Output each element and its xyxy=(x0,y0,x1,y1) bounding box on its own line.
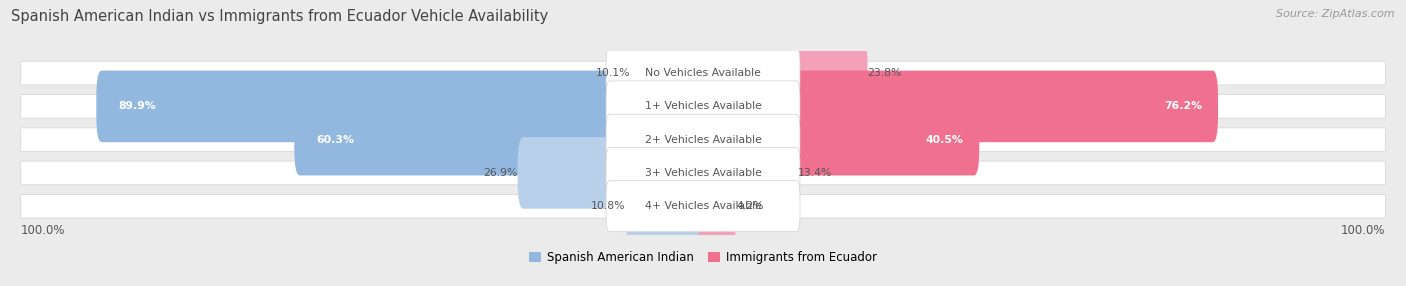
Text: 1+ Vehicles Available: 1+ Vehicles Available xyxy=(644,102,762,111)
Legend: Spanish American Indian, Immigrants from Ecuador: Spanish American Indian, Immigrants from… xyxy=(524,247,882,269)
Text: 2+ Vehicles Available: 2+ Vehicles Available xyxy=(644,135,762,145)
FancyBboxPatch shape xyxy=(97,71,709,142)
FancyBboxPatch shape xyxy=(697,170,737,242)
FancyBboxPatch shape xyxy=(606,48,800,99)
Text: 60.3%: 60.3% xyxy=(316,135,354,145)
Text: 23.8%: 23.8% xyxy=(868,68,901,78)
Text: Spanish American Indian vs Immigrants from Ecuador Vehicle Availability: Spanish American Indian vs Immigrants fr… xyxy=(11,9,548,23)
Text: 10.1%: 10.1% xyxy=(596,68,630,78)
FancyBboxPatch shape xyxy=(697,104,979,175)
Text: 13.4%: 13.4% xyxy=(799,168,832,178)
FancyBboxPatch shape xyxy=(697,37,868,109)
Text: 4.2%: 4.2% xyxy=(737,201,763,211)
Text: 89.9%: 89.9% xyxy=(118,102,156,111)
FancyBboxPatch shape xyxy=(21,95,1385,118)
FancyBboxPatch shape xyxy=(21,194,1385,218)
FancyBboxPatch shape xyxy=(697,71,1218,142)
Text: 3+ Vehicles Available: 3+ Vehicles Available xyxy=(644,168,762,178)
Text: No Vehicles Available: No Vehicles Available xyxy=(645,68,761,78)
Text: 4+ Vehicles Available: 4+ Vehicles Available xyxy=(644,201,762,211)
FancyBboxPatch shape xyxy=(626,170,709,242)
FancyBboxPatch shape xyxy=(21,61,1385,85)
Text: 26.9%: 26.9% xyxy=(484,168,517,178)
Text: 10.8%: 10.8% xyxy=(591,201,626,211)
FancyBboxPatch shape xyxy=(606,114,800,165)
Text: 76.2%: 76.2% xyxy=(1164,102,1202,111)
Text: 100.0%: 100.0% xyxy=(1341,224,1385,237)
FancyBboxPatch shape xyxy=(21,161,1385,185)
FancyBboxPatch shape xyxy=(294,104,709,175)
FancyBboxPatch shape xyxy=(606,148,800,198)
Text: 100.0%: 100.0% xyxy=(21,224,65,237)
FancyBboxPatch shape xyxy=(697,137,799,209)
Text: 40.5%: 40.5% xyxy=(927,135,965,145)
FancyBboxPatch shape xyxy=(517,137,709,209)
FancyBboxPatch shape xyxy=(630,37,709,109)
FancyBboxPatch shape xyxy=(606,81,800,132)
FancyBboxPatch shape xyxy=(21,128,1385,152)
FancyBboxPatch shape xyxy=(606,181,800,232)
Text: Source: ZipAtlas.com: Source: ZipAtlas.com xyxy=(1277,9,1395,19)
